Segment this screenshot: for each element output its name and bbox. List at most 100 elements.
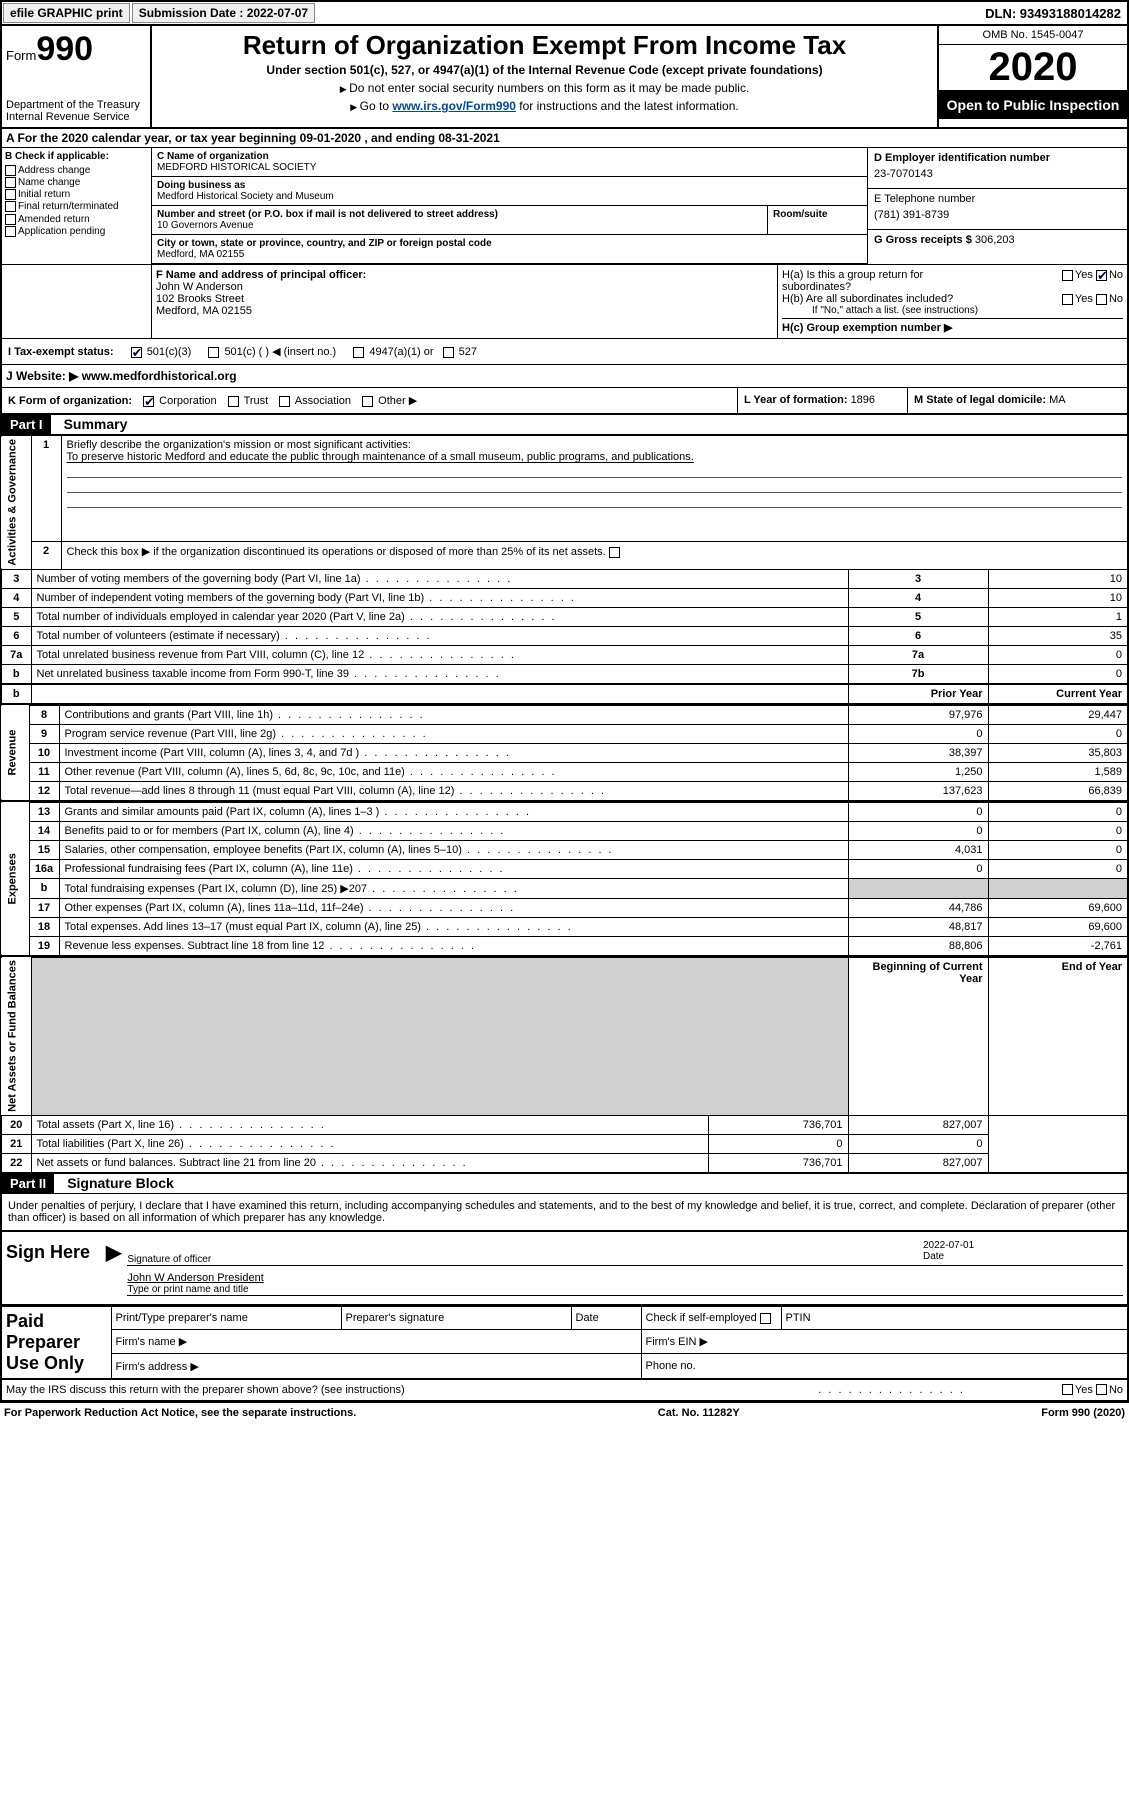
line-b-ref: 7b bbox=[848, 664, 988, 684]
omb-number: OMB No. 1545-0047 bbox=[939, 26, 1127, 45]
eoy-hdr: End of Year bbox=[988, 957, 1128, 1116]
hb-no[interactable] bbox=[1096, 294, 1107, 305]
lbl-assoc: Association bbox=[295, 395, 351, 407]
discuss-yes[interactable] bbox=[1062, 1384, 1073, 1395]
box-c: C Name of organization MEDFORD HISTORICA… bbox=[152, 148, 867, 264]
line-7a-num: 7a bbox=[1, 645, 31, 664]
line-16a-prior: 0 bbox=[848, 859, 988, 878]
line-10-num: 10 bbox=[29, 743, 59, 762]
dept-treasury: Department of the Treasury bbox=[6, 99, 146, 111]
discuss-label: May the IRS discuss this return with the… bbox=[6, 1384, 818, 1396]
line-13-curr: 0 bbox=[988, 802, 1128, 822]
chk-501c3[interactable] bbox=[131, 347, 142, 358]
line-3-val: 10 bbox=[988, 569, 1128, 588]
line-19-curr: -2,761 bbox=[988, 936, 1128, 955]
chk-name[interactable] bbox=[5, 177, 16, 188]
chk-527[interactable] bbox=[443, 347, 454, 358]
sign-here-label: Sign Here bbox=[2, 1232, 102, 1304]
line-20-num: 20 bbox=[1, 1115, 31, 1134]
line-6-val: 35 bbox=[988, 626, 1128, 645]
irs-label: Internal Revenue Service bbox=[6, 111, 146, 123]
discuss-no[interactable] bbox=[1096, 1384, 1107, 1395]
chk-4947[interactable] bbox=[353, 347, 364, 358]
chk-initial[interactable] bbox=[5, 189, 16, 200]
line-17-num: 17 bbox=[29, 898, 59, 917]
line-21-eoy: 0 bbox=[848, 1134, 988, 1153]
firm-addr-label: Firm's address ▶ bbox=[111, 1354, 641, 1379]
lbl-501c: 501(c) ( ) ◀ (insert no.) bbox=[224, 346, 336, 358]
lbl-corp: Corporation bbox=[159, 395, 216, 407]
line-14-desc: Benefits paid to or for members (Part IX… bbox=[59, 821, 848, 840]
lbl-pending: Application pending bbox=[18, 226, 105, 237]
ha-no[interactable] bbox=[1096, 270, 1107, 281]
instr-suffix: for instructions and the latest informat… bbox=[516, 99, 739, 113]
chk-amended[interactable] bbox=[5, 214, 16, 225]
hb-yes[interactable] bbox=[1062, 294, 1073, 305]
line-b-val: 0 bbox=[988, 664, 1128, 684]
chk-discontinued[interactable] bbox=[609, 547, 620, 558]
officer-label: F Name and address of principal officer: bbox=[156, 269, 773, 281]
form-990: 990 bbox=[36, 30, 93, 68]
chk-final[interactable] bbox=[5, 201, 16, 212]
line-17-curr: 69,600 bbox=[988, 898, 1128, 917]
cat-no: Cat. No. 11282Y bbox=[658, 1407, 740, 1419]
phone-label: E Telephone number bbox=[874, 193, 1121, 205]
paperwork-notice: For Paperwork Reduction Act Notice, see … bbox=[4, 1407, 356, 1419]
state-domicile-val: MA bbox=[1049, 394, 1066, 406]
signature-area: Under penalties of perjury, I declare th… bbox=[0, 1194, 1129, 1232]
line-9-num: 9 bbox=[29, 724, 59, 743]
line-13-desc: Grants and similar amounts paid (Part IX… bbox=[59, 802, 848, 822]
pt-check-lbl: Check if self-employed bbox=[646, 1312, 757, 1324]
irs-link[interactable]: www.irs.gov/Form990 bbox=[392, 99, 516, 113]
line-5-desc: Total number of individuals employed in … bbox=[31, 607, 848, 626]
part1-title: Summary bbox=[64, 414, 128, 434]
gross-value: 306,203 bbox=[975, 234, 1015, 246]
street-addr: 10 Governors Avenue bbox=[157, 220, 254, 231]
line-21-num: 21 bbox=[1, 1134, 31, 1153]
chk-self-employed[interactable] bbox=[760, 1313, 771, 1324]
line-b-num: b bbox=[29, 878, 59, 898]
line-10-curr: 35,803 bbox=[988, 743, 1128, 762]
lbl-trust: Trust bbox=[244, 395, 269, 407]
tax-status-label: I Tax-exempt status: bbox=[8, 346, 114, 358]
ein-value: 23-7070143 bbox=[874, 164, 1121, 184]
state-domicile-label: M State of legal domicile: bbox=[914, 394, 1049, 406]
lbl-501c3: 501(c)(3) bbox=[147, 346, 192, 358]
netassets-table: Net Assets or Fund Balances Beginning of… bbox=[0, 956, 1129, 1174]
line-9-prior: 0 bbox=[848, 724, 988, 743]
chk-corp[interactable] bbox=[143, 396, 154, 407]
side-netassets: Net Assets or Fund Balances bbox=[1, 957, 31, 1116]
chk-assoc[interactable] bbox=[279, 396, 290, 407]
current-year-hdr: Current Year bbox=[988, 684, 1128, 704]
line-5-num: 5 bbox=[1, 607, 31, 626]
ha-yes[interactable] bbox=[1062, 270, 1073, 281]
line-12-curr: 66,839 bbox=[988, 781, 1128, 800]
line-20-desc: Total assets (Part X, line 16) bbox=[31, 1115, 708, 1134]
sign-here-row: Sign Here ▶ Signature of officer 2022-07… bbox=[0, 1232, 1129, 1305]
officer-name: John W Anderson bbox=[156, 281, 773, 293]
submission-date: Submission Date : 2022-07-07 bbox=[132, 3, 315, 23]
row-j: J Website: ▶ www.medfordhistorical.org bbox=[0, 364, 1129, 387]
box-b: B Check if applicable: Address change Na… bbox=[2, 148, 152, 264]
discuss-yes-lbl: Yes bbox=[1075, 1384, 1093, 1396]
pt-name-label: Print/Type preparer's name bbox=[111, 1306, 341, 1330]
line-14-curr: 0 bbox=[988, 821, 1128, 840]
lbl-other: Other ▶ bbox=[378, 395, 417, 407]
chk-other[interactable] bbox=[362, 396, 373, 407]
chk-address[interactable] bbox=[5, 165, 16, 176]
chk-pending[interactable] bbox=[5, 226, 16, 237]
form-org-label: K Form of organization: bbox=[8, 395, 132, 407]
line-19-prior: 88,806 bbox=[848, 936, 988, 955]
chk-501c[interactable] bbox=[208, 347, 219, 358]
lbl-4947: 4947(a)(1) or bbox=[369, 346, 433, 358]
chk-trust[interactable] bbox=[228, 396, 239, 407]
line-20-eoy: 827,007 bbox=[848, 1115, 988, 1134]
tax-year: 2020 bbox=[939, 45, 1127, 91]
part1-badge: Part I bbox=[2, 415, 51, 434]
line-7a-ref: 7a bbox=[848, 645, 988, 664]
efile-btn[interactable]: efile GRAPHIC print bbox=[3, 3, 130, 23]
firm-ein-label: Firm's EIN ▶ bbox=[641, 1330, 1128, 1354]
line-b-num: b bbox=[1, 664, 31, 684]
line-5-val: 1 bbox=[988, 607, 1128, 626]
phone-value: (781) 391-8739 bbox=[874, 205, 1121, 225]
